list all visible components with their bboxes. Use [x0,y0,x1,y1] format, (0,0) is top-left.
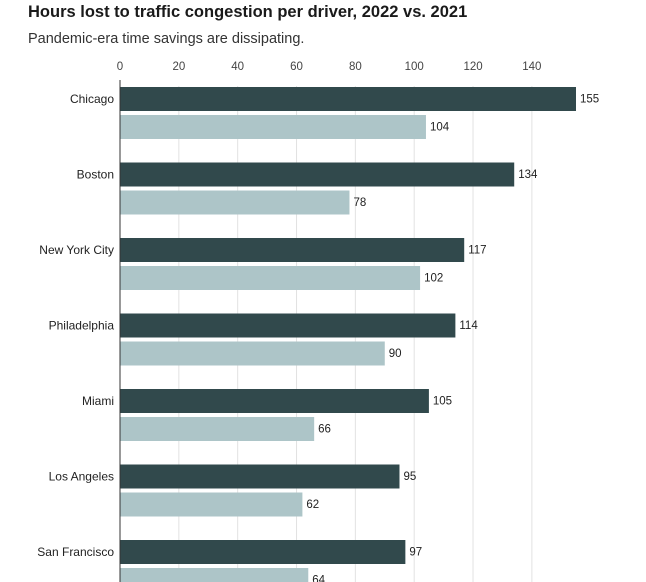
bar-2022 [120,87,576,111]
x-tick-label: 100 [405,61,424,73]
chart-subtitle: Pandemic-era time savings are dissipatin… [28,31,305,47]
bar-group: Chicago 155 104 [70,87,599,139]
value-label: 102 [424,273,443,285]
bar-2021 [120,492,303,517]
category-label: Boston [77,168,114,182]
category-label: San Francisco [37,545,114,559]
bars: Chicago 155 104 Boston 134 78 New York City 117… [37,87,599,582]
bar-group: San Francisco 97 64 [37,540,422,582]
value-label: 66 [318,424,331,436]
bar-2022 [120,389,429,413]
value-label: 97 [409,547,422,559]
bar-2022 [120,540,406,564]
category-label: Los Angeles [49,470,114,484]
category-label: Chicago [70,92,114,106]
x-tick-label: 0 [117,61,123,73]
bar-group: Los Angeles 95 62 [49,464,416,517]
bar-group: Boston 134 78 [77,162,538,215]
bar-2021 [120,190,350,215]
bar-2021 [120,115,426,139]
bar-2021 [120,266,421,290]
x-axis-ticks: 0 20 40 60 80 100 120 140 [117,61,542,73]
bar-2021 [120,417,315,441]
value-label: 114 [459,320,478,332]
value-label: 78 [353,197,366,209]
category-label: Miami [82,394,114,408]
value-label: 90 [389,348,402,360]
bar-group: Philadelphia 114 90 [49,313,478,366]
x-tick-label: 80 [349,61,362,73]
x-tick-label: 140 [522,61,541,73]
chart-title: Hours lost to traffic congestion per dri… [28,3,468,21]
bar-2022 [120,313,456,338]
category-label: New York City [39,243,114,257]
value-label: 104 [430,122,450,134]
bar-2021 [120,568,309,582]
value-label: 117 [468,245,486,257]
value-label: 105 [433,396,452,408]
value-label: 134 [518,169,538,181]
bar-group: New York City 117 102 [39,238,487,290]
value-label: 64 [312,575,325,582]
x-tick-label: 20 [172,61,185,73]
value-label: 95 [403,471,416,483]
bar-2021 [120,341,385,366]
bar-2022 [120,464,400,489]
category-label: Philadelphia [49,319,115,333]
x-tick-label: 60 [290,61,303,73]
bar-2022 [120,162,515,187]
bar-2022 [120,238,465,262]
x-tick-label: 40 [231,61,244,73]
value-label: 62 [306,499,319,511]
value-label: 155 [580,94,599,106]
x-tick-label: 120 [463,61,482,73]
bar-group: Miami 105 66 [82,389,452,441]
